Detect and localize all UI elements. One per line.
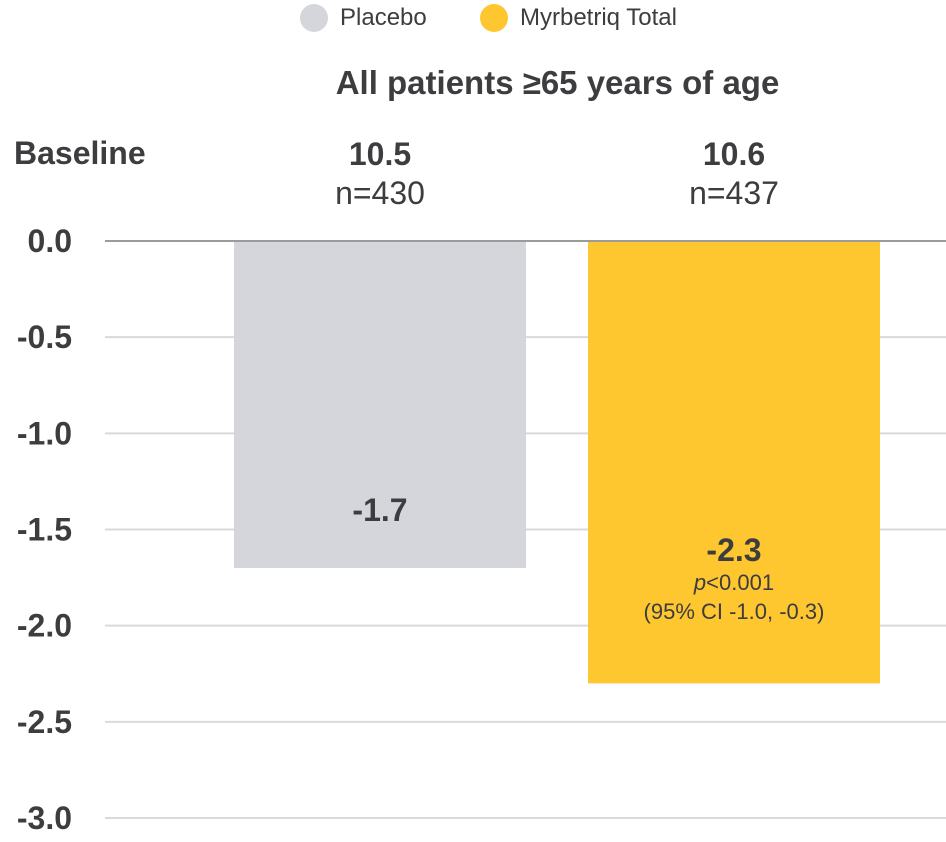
y-tick-label: -2.0 [17,608,72,644]
y-tick-label: -1.0 [17,415,72,451]
bars [234,241,880,684]
placebo-value: -1.7 [352,492,408,528]
legend-label-myrbetriq: Myrbetriq Total [520,4,677,31]
y-axis-ticks: 0.0 -0.5 -1.0 -1.5 -2.0 -2.5 -3.0 [17,223,72,836]
p-prefix: p [693,570,707,595]
myrbetriq-baseline-value: 10.6 [702,136,766,172]
baseline-label: Baseline [14,135,146,171]
legend-swatch-placebo [300,4,328,32]
chart-subtitle: All patients ≥65 years of age [335,64,780,101]
bar-placebo [234,241,526,568]
placebo-n: n=430 [335,175,425,211]
placebo-value-label: -1.7 [234,492,526,528]
y-tick-label: -3.0 [17,800,72,836]
myrbetriq-ci: (95% CI -1.0, -0.3) [643,599,825,624]
legend-swatch-myrbetriq [480,4,508,32]
myrbetriq-n: n=437 [689,175,779,211]
legend-item-placebo: Placebo [300,2,427,34]
myrbetriq-value: -2.3 [706,532,762,568]
p-rest: <0.001 [706,570,775,595]
myrbetriq-p-value: p<0.001 [588,568,880,597]
y-tick-label: -0.5 [17,319,72,355]
y-tick-label: -1.5 [17,512,72,548]
legend-label-placebo: Placebo [340,4,427,31]
bar-myrbetriq [588,241,880,684]
placebo-baseline-value: 10.5 [348,136,412,172]
placebo-header: 10.5 n=430 [234,135,526,213]
myrbetriq-value-label: -2.3 p<0.001 (95% CI -1.0, -0.3) [588,532,880,626]
y-tick-label: 0.0 [28,223,72,259]
y-tick-label: -2.5 [17,704,72,740]
legend-item-myrbetriq: Myrbetriq Total [480,2,677,34]
legend: Placebo Myrbetriq Total [0,2,946,34]
myrbetriq-header: 10.6 n=437 [588,135,880,213]
